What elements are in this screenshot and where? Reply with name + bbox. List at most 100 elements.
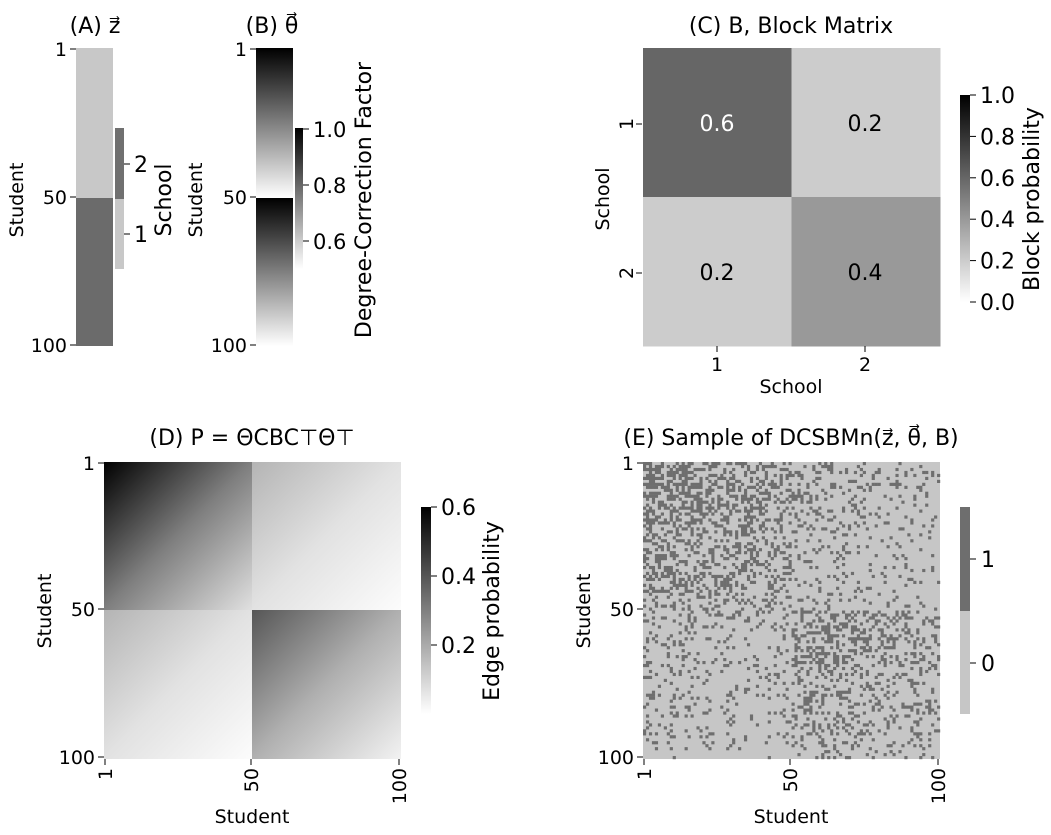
panel-e-edge [711, 521, 715, 525]
panel-e-edge [824, 655, 828, 659]
panel-e-edge [711, 464, 715, 469]
panel-e-edge [853, 619, 858, 623]
panel-e-edge [922, 568, 926, 573]
panel-e-edge [904, 613, 908, 617]
panel-e-edge [672, 574, 676, 579]
panel-e-edge [690, 533, 694, 537]
panel-e-edge [830, 616, 834, 620]
panel-e-edge [850, 640, 855, 644]
panel-e-edge [847, 524, 852, 528]
panel-e-edge [693, 521, 697, 525]
panel-e-edge [785, 488, 789, 492]
panel-e-edge [675, 711, 679, 715]
panel-e-edge [767, 583, 771, 587]
panel-e-edge [931, 622, 935, 626]
panel-e-edge [746, 512, 751, 516]
panel-e-edge [901, 610, 905, 614]
panel-e-edge [657, 536, 662, 540]
panel-e-edge [732, 476, 736, 481]
panel-e-edge [883, 663, 887, 668]
panel-e-edge [841, 622, 846, 626]
panel-e-edge [859, 485, 863, 489]
panel-e-edge [770, 485, 774, 489]
panel-e-edge [824, 527, 828, 531]
panel-e-edge [651, 637, 656, 641]
panel-e-edge [862, 631, 866, 635]
panel-e-edge [711, 732, 715, 736]
panel-e-edge [720, 574, 724, 579]
panel-e-edge [830, 672, 834, 677]
panel-e-edge [717, 524, 721, 528]
panel-e-edge [666, 741, 670, 745]
panel-e-edge [666, 574, 670, 579]
panel-e-edge [803, 551, 807, 555]
panel-e-edge [782, 551, 786, 555]
panel-a-colorbar-tick-label: 2 [134, 153, 148, 178]
panel-e-edge [847, 488, 852, 492]
panel-e-edge [886, 678, 890, 682]
panel-e-edge [648, 631, 653, 635]
panel-e-edge [767, 568, 771, 573]
panel-e-edge [895, 619, 899, 623]
panel-e-edge [922, 681, 926, 685]
panel-e-edge [714, 530, 718, 534]
panel-e-edge [752, 494, 757, 498]
panel-e-edge [809, 705, 813, 709]
panel-e-edge [821, 738, 825, 742]
panel-e-edge [806, 717, 810, 721]
panel-e-edge [868, 684, 872, 688]
panel-e-edge [687, 521, 691, 525]
panel-e-edge [705, 506, 709, 510]
panel-e-edge [794, 539, 798, 543]
panel-e-edge [898, 634, 902, 638]
panel-e-edge [749, 554, 754, 558]
panel-e-edge [657, 625, 662, 629]
panel-e-edge [877, 699, 881, 703]
panel-e-edge [749, 470, 754, 475]
panel-e-edge [895, 542, 899, 546]
panel-e-edges [643, 462, 941, 760]
panel-e-edge [830, 732, 834, 736]
panel-e-edge [761, 506, 765, 510]
panel-e-edge [916, 723, 920, 727]
panel-e-edge [648, 660, 653, 665]
panel-e-edge [836, 720, 840, 724]
panel-e-edge [928, 646, 932, 650]
panel-e-edge [657, 467, 662, 472]
panel-e-edge [913, 660, 917, 665]
panel-e-edge [806, 500, 810, 504]
panel-e-edge [648, 524, 653, 528]
panel-e-edge [720, 613, 724, 617]
panel-e-colorbar-tick-label: 1 [981, 548, 995, 573]
panel-e-edge [764, 542, 768, 546]
panel-e-edge [928, 619, 932, 623]
panel-e-edge [797, 598, 801, 602]
panel-e-edge [699, 518, 703, 522]
panel-e-edge [651, 586, 656, 590]
panel-e-edge [797, 473, 801, 478]
panel-e-edge [741, 533, 745, 537]
panel-e-edge [862, 637, 866, 641]
panel-e-edge [827, 467, 831, 472]
panel-d-ylabel: Student [34, 574, 56, 649]
panel-e-edge [767, 482, 771, 486]
panel-e-edge [892, 565, 896, 570]
panel-e-edge [666, 497, 670, 501]
panel-e-edge [803, 491, 807, 495]
panel-e-edge [699, 735, 703, 739]
panel-e-edge [818, 586, 822, 590]
panel-c-xtick-label: 1 [711, 354, 723, 376]
panel-e-edge [773, 589, 777, 593]
panel-e-xtick-label: 100 [928, 768, 950, 804]
panel-e-edge [850, 503, 855, 507]
panel-e-edge [708, 601, 712, 605]
panel-e-edge [815, 518, 819, 522]
panel-e-edge [877, 660, 881, 665]
panel-e-edge [672, 672, 676, 677]
panel-e-edge [660, 545, 664, 549]
panel-e-edge [723, 711, 727, 715]
panel-e-edge [684, 548, 688, 552]
panel-e-edge [726, 491, 730, 495]
panel-e-edge [934, 699, 938, 703]
panel-e-edge [904, 658, 908, 662]
